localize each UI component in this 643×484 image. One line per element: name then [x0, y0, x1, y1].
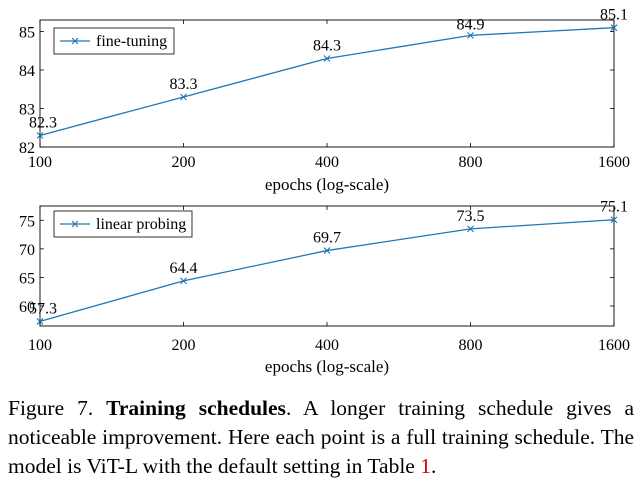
data-label: 69.7 [313, 230, 341, 247]
x-tick-label: 400 [315, 337, 339, 354]
data-point-marker [610, 216, 618, 224]
legend-marker [71, 37, 79, 45]
caption-figure-label: Figure 7. [8, 396, 94, 420]
data-label: 82.3 [29, 114, 57, 131]
x-tick-label: 1600 [598, 337, 630, 354]
y-tick-label: 84 [19, 63, 35, 80]
data-label: 64.4 [170, 260, 198, 277]
x-tick-label: 800 [459, 154, 483, 171]
y-tick-label: 70 [19, 242, 35, 259]
x-tick-label: 800 [459, 337, 483, 354]
data-label: 73.5 [457, 208, 485, 225]
legend-label: fine-tuning [96, 33, 167, 50]
data-label: 75.1 [600, 199, 628, 216]
data-label: 57.3 [29, 300, 57, 317]
data-point-marker [180, 277, 187, 285]
caption-text: . A longer training schedule gives a not… [8, 396, 635, 478]
data-point-marker [323, 55, 331, 62]
data-point-marker [323, 247, 331, 254]
y-tick-label: 65 [19, 270, 35, 287]
data-label: 85.1 [600, 7, 628, 24]
x-axis-label: epochs (log-scale) [265, 175, 389, 194]
data-point-marker [610, 24, 618, 32]
data-label: 84.3 [313, 37, 341, 54]
data-point-marker [36, 132, 44, 139]
data-label: 83.3 [170, 76, 198, 93]
data-point-marker [467, 32, 474, 39]
legend-label: linear probing [96, 216, 186, 233]
data-point-marker [467, 225, 474, 233]
caption-bold-title: Training schedules [106, 396, 286, 420]
caption-text-end: . [430, 454, 437, 478]
y-tick-label: 75 [19, 213, 35, 230]
data-point-marker [180, 93, 187, 101]
y-tick-label: 85 [19, 25, 35, 42]
x-tick-label: 100 [28, 337, 52, 354]
data-point-marker [36, 318, 44, 325]
caption-table-ref[interactable]: 1 [420, 454, 431, 478]
x-axis-label: epochs (log-scale) [265, 357, 389, 376]
fine-tuning-chart: 82 83 84 85 100 200 400 800 1600 epochs (log-scal… [19, 7, 630, 194]
figure-caption: Figure 7. Training schedules. A longer t… [8, 394, 634, 481]
y-tick-label: 82 [19, 140, 35, 157]
data-label: 84.9 [457, 16, 485, 33]
x-tick-label: 1600 [598, 154, 630, 171]
y-tick-label: 60 [19, 299, 35, 316]
y-tick-label: 83 [19, 102, 35, 119]
x-tick-label: 200 [172, 337, 196, 354]
x-tick-label: 100 [28, 154, 52, 171]
x-tick-label: 400 [315, 154, 339, 171]
linear-probing-chart: 60 65 70 75 100 200 400 800 1600 epochs (log-scal… [19, 199, 630, 376]
x-tick-label: 200 [172, 154, 196, 171]
legend-marker [71, 220, 79, 228]
